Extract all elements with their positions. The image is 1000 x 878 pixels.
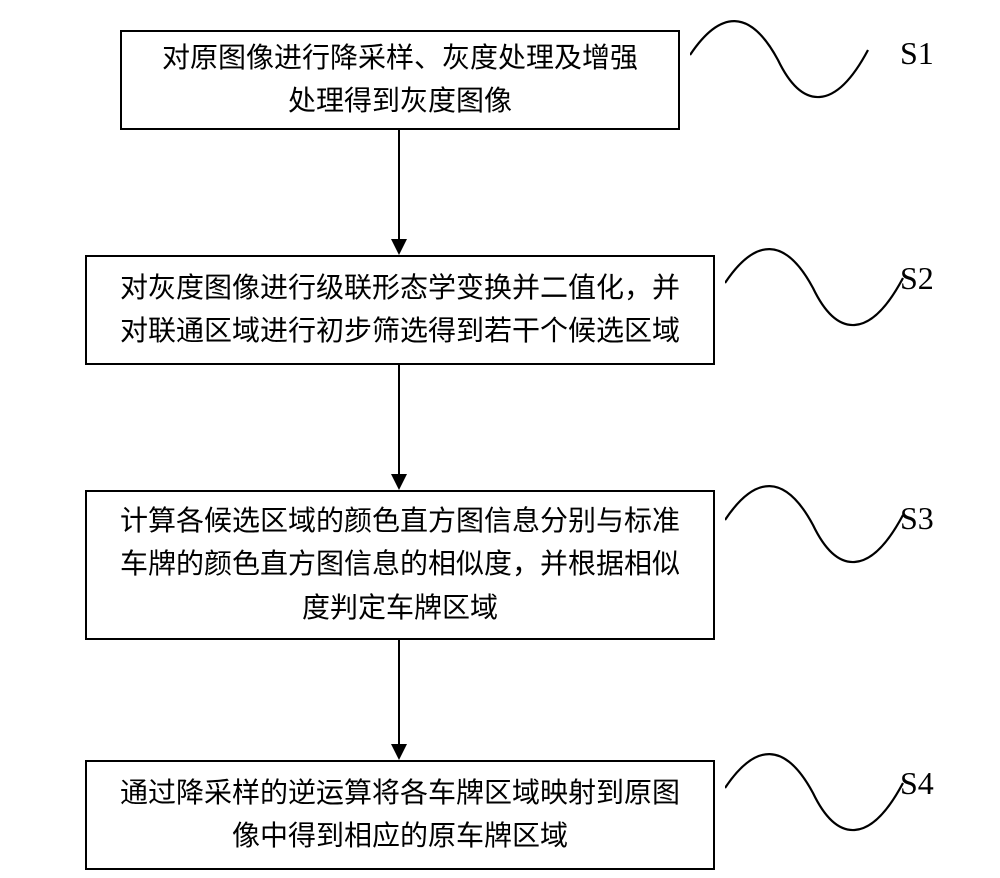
wave-connector-s4 [725, 753, 905, 833]
wave-connector-s2 [725, 248, 905, 328]
arrow-head [391, 239, 407, 255]
step-text: 通过降采样的逆运算将各车牌区域映射到原图像中得到相应的原车牌区域 [120, 772, 680, 859]
wave-connector-s1 [690, 20, 870, 100]
step-box-s2: 对灰度图像进行级联形态学变换并二值化，并对联通区域进行初步筛选得到若干个候选区域 [85, 255, 715, 365]
step-box-s1: 对原图像进行降采样、灰度处理及增强处理得到灰度图像 [120, 30, 680, 130]
step-label-text: S2 [900, 260, 934, 296]
step-label-s3: S3 [900, 500, 934, 537]
flowchart-canvas: 对原图像进行降采样、灰度处理及增强处理得到灰度图像 S1 对灰度图像进行级联形态… [0, 0, 1000, 878]
arrow-head [391, 474, 407, 490]
arrow-line [398, 130, 400, 240]
step-label-s4: S4 [900, 765, 934, 802]
step-label-s2: S2 [900, 260, 934, 297]
step-label-text: S4 [900, 765, 934, 801]
arrow-line [398, 365, 400, 475]
step-label-text: S1 [900, 35, 934, 71]
step-box-s3: 计算各候选区域的颜色直方图信息分别与标准车牌的颜色直方图信息的相似度，并根据相似… [85, 490, 715, 640]
step-text: 对灰度图像进行级联形态学变换并二值化，并对联通区域进行初步筛选得到若干个候选区域 [120, 267, 680, 354]
arrow-line [398, 640, 400, 745]
arrow-head [391, 744, 407, 760]
step-text: 对原图像进行降采样、灰度处理及增强处理得到灰度图像 [162, 37, 638, 124]
step-box-s4: 通过降采样的逆运算将各车牌区域映射到原图像中得到相应的原车牌区域 [85, 760, 715, 870]
wave-connector-s3 [725, 485, 905, 565]
step-label-s1: S1 [900, 35, 934, 72]
step-label-text: S3 [900, 500, 934, 536]
step-text: 计算各候选区域的颜色直方图信息分别与标准车牌的颜色直方图信息的相似度，并根据相似… [120, 500, 680, 630]
